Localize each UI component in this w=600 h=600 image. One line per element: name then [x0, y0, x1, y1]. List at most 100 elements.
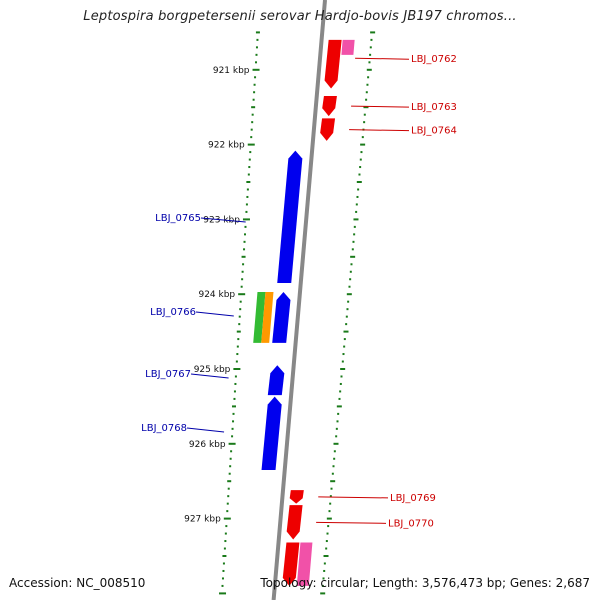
tick-mark	[329, 495, 332, 498]
tick-mark	[358, 173, 361, 176]
reverse-gene-label: LBJ_0767	[145, 369, 191, 380]
tick-mark	[343, 345, 346, 348]
tick-mark	[227, 487, 230, 490]
tick-mark	[363, 113, 366, 116]
tick-mark	[241, 278, 244, 281]
kbp-label: 922 kbp	[208, 141, 245, 151]
tick-mark	[340, 375, 343, 378]
tick-mark	[245, 203, 248, 206]
tick-mark	[365, 91, 368, 94]
tick-mark	[255, 61, 258, 64]
tick-mark	[244, 233, 247, 236]
green-feature	[253, 291, 266, 343]
tick-mark	[338, 397, 341, 400]
tick-mark	[346, 293, 352, 296]
tick-mark	[370, 31, 376, 34]
tick-mark	[255, 46, 258, 49]
tick-mark	[247, 143, 255, 146]
tick-mark	[253, 83, 256, 86]
tick-mark	[322, 577, 325, 580]
tick-mark	[240, 285, 243, 288]
tick-mark	[234, 375, 237, 378]
tick-mark	[347, 300, 350, 303]
tick-mark	[351, 248, 354, 251]
tick-mark	[355, 203, 358, 206]
tick-mark	[228, 442, 236, 445]
tick-mark	[343, 338, 346, 341]
tick-mark	[333, 457, 336, 460]
reverse-gene-label: LBJ_0765	[155, 213, 201, 224]
tick-mark	[235, 360, 238, 363]
tick-mark	[365, 98, 368, 101]
tick-mark	[246, 181, 251, 183]
tick-mark	[328, 510, 331, 513]
tick-mark	[336, 405, 342, 408]
tick-mark	[335, 435, 338, 438]
tick-mark	[243, 240, 246, 243]
tick-mark	[226, 510, 229, 513]
tick-mark	[243, 248, 246, 251]
tick-mark	[333, 450, 336, 453]
tick-mark	[360, 143, 366, 146]
minor-ticks	[219, 31, 376, 595]
kbp-label: 924 kbp	[198, 290, 235, 300]
tick-mark	[221, 577, 224, 580]
tick-mark	[326, 517, 332, 520]
forward-gene-label: LBJ_0762	[411, 54, 457, 65]
tick-mark	[251, 106, 256, 109]
gene-label-line	[190, 373, 229, 379]
tick-mark	[345, 323, 348, 326]
tick-mark	[353, 218, 359, 221]
tick-mark	[236, 330, 241, 333]
tick-mark	[238, 293, 246, 296]
tick-mark	[359, 158, 362, 161]
tick-mark	[330, 487, 333, 490]
tick-mark	[356, 195, 359, 198]
tick-mark	[366, 68, 372, 71]
tick-mark	[238, 323, 241, 326]
tick-mark	[233, 390, 236, 393]
tick-mark	[250, 136, 253, 139]
forward-gene-label: LBJ_0770	[388, 518, 434, 529]
tick-mark	[236, 345, 239, 348]
tick-mark	[239, 300, 242, 303]
gene-label-line	[200, 217, 246, 223]
tick-mark	[329, 502, 332, 505]
tick-mark	[242, 218, 250, 221]
forward-gene-label: LBJ_0763	[411, 102, 457, 113]
tick-mark	[229, 465, 232, 468]
forward-gene-arrow	[286, 505, 303, 540]
reverse-gene-label: LBJ_0766	[150, 307, 196, 318]
tick-mark	[253, 91, 256, 94]
gene-label-lines	[186, 57, 410, 524]
gene-label-line	[318, 496, 389, 499]
tick-mark	[224, 532, 227, 535]
pink-feature	[341, 39, 355, 55]
tick-mark	[320, 592, 326, 595]
reverse-gene-arrow	[277, 150, 303, 283]
tick-mark	[254, 76, 257, 79]
tick-mark	[366, 83, 369, 86]
forward-gene-label: LBJ_0769	[390, 493, 436, 504]
tick-mark	[340, 368, 346, 370]
tick-mark	[252, 68, 260, 71]
tick-mark	[224, 540, 227, 543]
tick-mark	[225, 525, 228, 528]
tick-mark	[332, 465, 335, 468]
tick-mark	[246, 188, 249, 191]
tick-mark	[339, 390, 342, 393]
tick-mark	[227, 495, 230, 498]
reverse-gene-arrow	[267, 365, 285, 396]
tick-mark	[363, 121, 366, 124]
tick-mark	[231, 405, 236, 408]
tick-mark	[256, 38, 259, 41]
tick-mark	[231, 427, 234, 430]
gene-label-line	[355, 57, 410, 60]
forward-gene-arrow	[322, 95, 337, 117]
tick-mark	[233, 368, 241, 370]
tick-mark	[369, 53, 372, 56]
tick-mark	[255, 31, 260, 34]
tick-mark	[343, 330, 349, 333]
tick-mark	[252, 98, 255, 101]
